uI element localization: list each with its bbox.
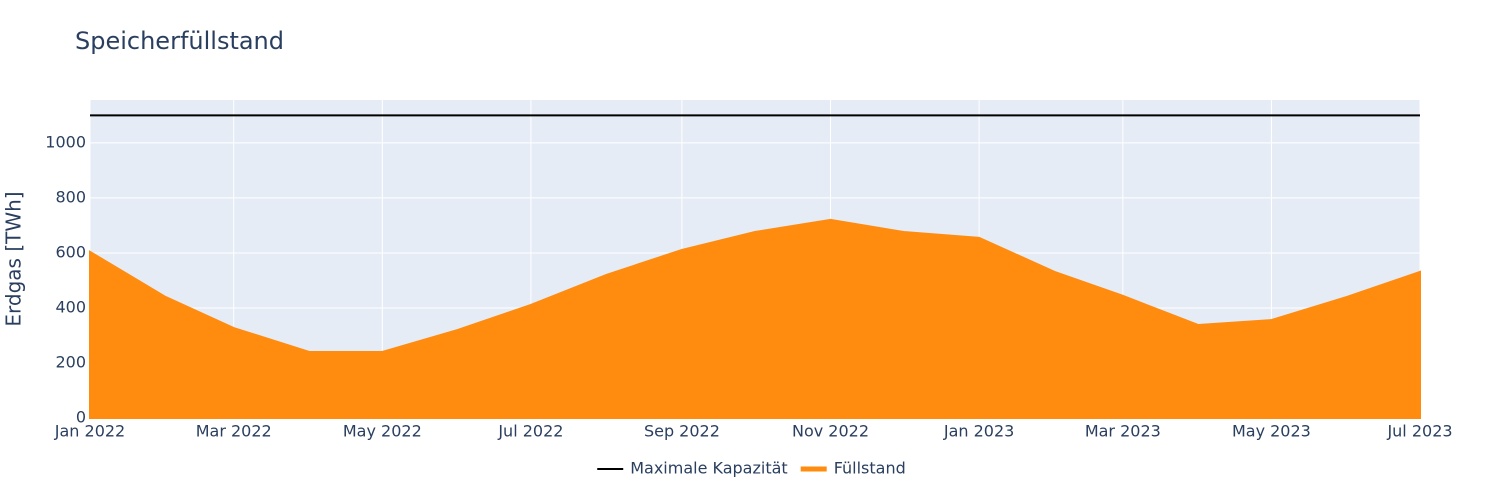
x-tick-label: Nov 2022: [792, 422, 869, 441]
y-axis-title: Erdgas [TWh]: [2, 191, 26, 326]
legend-label: Maximale Kapazität: [630, 459, 787, 478]
y-tick-label: 400: [55, 297, 86, 316]
x-tick-label: May 2022: [343, 422, 422, 441]
y-tick-label: 200: [55, 352, 86, 371]
chart-title: Speicherfüllstand: [75, 27, 284, 55]
y-tick-label: 600: [55, 242, 86, 261]
y-tick-label: 0: [76, 408, 86, 427]
x-tick-label: May 2023: [1232, 422, 1311, 441]
x-tick-label: Jan 2022: [54, 422, 125, 441]
x-tick-label: Jul 2022: [497, 422, 563, 441]
x-tick-label: Mar 2023: [1085, 422, 1161, 441]
y-tick-label: 800: [55, 187, 86, 206]
y-tick-label: 1000: [45, 132, 86, 151]
x-tick-label: Jan 2023: [943, 422, 1014, 441]
x-tick-label: Sep 2022: [644, 422, 720, 441]
area: [89, 218, 1421, 419]
legend-label: Füllstand: [834, 459, 906, 478]
x-tick-label: Jul 2023: [1386, 422, 1452, 441]
x-tick-label: Mar 2022: [196, 422, 272, 441]
